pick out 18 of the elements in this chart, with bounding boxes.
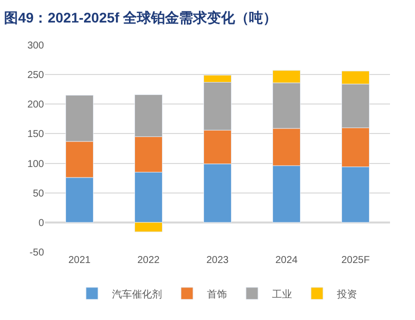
legend-label: 投资 xyxy=(336,288,357,300)
y-tick-label: 50 xyxy=(32,188,44,200)
x-tick-label: 2025F xyxy=(341,255,370,266)
x-tick-label: 2022 xyxy=(137,255,160,266)
y-tick-label: -50 xyxy=(30,248,44,258)
y-tick-label: 100 xyxy=(27,158,44,170)
legend-label: 工业 xyxy=(272,288,292,300)
x-tick-label: 2021 xyxy=(68,255,92,266)
y-tick-label: 200 xyxy=(27,100,44,111)
y-tick-label: 250 xyxy=(27,70,44,82)
legend-label: 汽车催化剂 xyxy=(112,288,162,300)
y-tick-label: 0 xyxy=(38,218,44,229)
legend-label: 首饰 xyxy=(207,288,227,300)
y-tick-label: 300 xyxy=(27,40,44,52)
x-tick-label: 2023 xyxy=(206,255,230,266)
x-tick-label: 2024 xyxy=(275,255,298,266)
y-tick-label: 150 xyxy=(27,129,44,140)
chart-title: 图49：2021-2025f 全球铂金需求变化（吨） xyxy=(4,10,278,26)
